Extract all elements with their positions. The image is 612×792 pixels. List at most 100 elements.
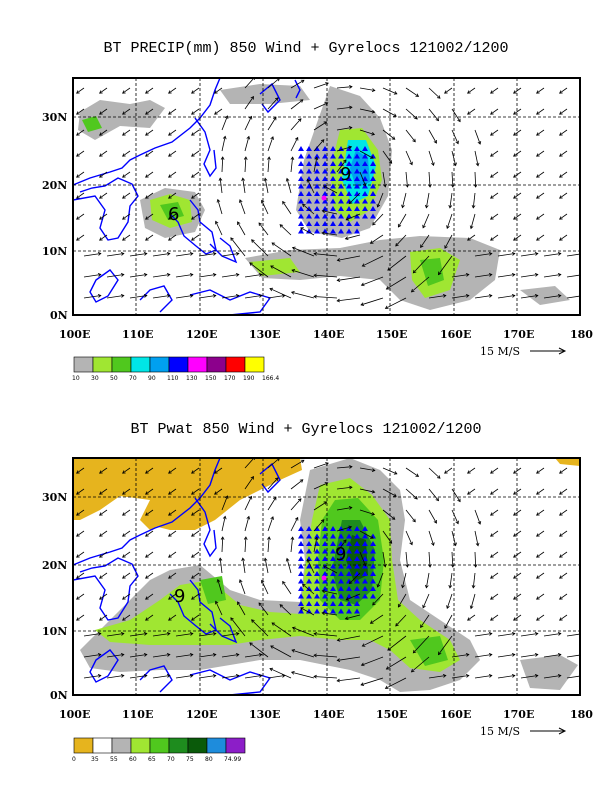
gyre-triangle	[330, 586, 336, 591]
wind-vector	[302, 203, 315, 215]
wind-vector	[377, 192, 384, 208]
wind-vector	[221, 274, 239, 278]
wind-vector	[559, 551, 568, 558]
gyre-triangle	[346, 548, 352, 554]
wind-vector	[385, 297, 407, 309]
wind-vector	[513, 572, 522, 579]
wind-vector	[513, 108, 522, 115]
wind-vector	[359, 108, 375, 113]
legend-label: 75	[186, 756, 194, 763]
wind-vector	[543, 675, 561, 679]
gyre-triangle	[314, 206, 320, 211]
legend-label: 170	[224, 375, 236, 382]
wind-vector	[175, 675, 193, 679]
wind-vector	[359, 150, 374, 159]
gyre-triangle	[306, 578, 312, 584]
wind-vector	[122, 87, 131, 94]
wind-vector	[290, 99, 304, 110]
top-gyre-triangles	[298, 146, 376, 234]
wind-vector	[290, 137, 299, 152]
gyre-triangle	[338, 213, 344, 219]
wind-vector	[386, 656, 407, 670]
wind-vector	[451, 295, 469, 299]
wind-vector	[382, 509, 396, 520]
wind-vector	[543, 654, 561, 658]
gyre-triangle	[338, 563, 344, 569]
legend-swatch	[149, 356, 170, 373]
wind-vector	[244, 136, 250, 152]
wind-vector	[313, 102, 328, 110]
wind-vector	[217, 199, 223, 215]
wind-vector	[382, 171, 386, 187]
wind-vector	[83, 253, 101, 257]
gyre-triangle	[354, 541, 360, 546]
gyre-triangle	[354, 146, 360, 151]
legend-swatch	[73, 737, 94, 754]
wind-vector	[99, 108, 108, 115]
wind-vector	[106, 633, 124, 637]
gyre-triangle	[306, 548, 312, 554]
gyre-triangle	[354, 228, 360, 234]
wind-vector	[382, 488, 397, 497]
wind-vector	[422, 593, 430, 608]
wind-vector	[168, 108, 177, 115]
legend-label: 65	[148, 756, 156, 763]
wind-vector	[99, 150, 108, 157]
wind-vector	[290, 498, 302, 511]
wind-vector	[215, 601, 223, 616]
wind-vector	[444, 614, 453, 629]
gyre-triangle	[362, 578, 368, 584]
wind-vector	[345, 234, 361, 240]
wind-vector	[76, 572, 85, 579]
wind-vector	[536, 551, 545, 558]
wind-vector	[513, 530, 522, 537]
top-lon-tick: 160E	[440, 328, 471, 341]
bottom-ref-vector-label: 15 M/S	[480, 725, 520, 738]
wind-vector	[291, 671, 315, 679]
gyre-triangle	[306, 161, 312, 166]
wind-vector	[372, 593, 384, 606]
wind-vector	[398, 213, 407, 228]
gyre-triangle	[354, 586, 360, 591]
top-lat-tick: 10N	[42, 245, 67, 258]
wind-vector	[395, 234, 407, 247]
wind-vector	[467, 108, 476, 115]
gyre-triangle	[346, 526, 352, 531]
bottom-wind-vectors	[76, 458, 580, 690]
wind-vector	[251, 619, 269, 637]
wind-vector	[152, 633, 170, 637]
wind-vector	[191, 129, 200, 136]
gyre-triangle	[338, 593, 344, 599]
wind-vector	[168, 87, 177, 94]
top-gridlines	[73, 78, 580, 315]
wind-vector	[286, 558, 292, 574]
wind-vector	[428, 488, 439, 501]
wind-vector	[382, 530, 393, 544]
gyre-triangle	[354, 526, 360, 531]
top-lon-tick: 110E	[122, 328, 153, 341]
wind-vector	[145, 530, 154, 537]
gyre-triangle	[338, 191, 344, 196]
gyre-triangle	[346, 153, 352, 159]
wind-vector	[497, 654, 515, 658]
wind-vector	[290, 479, 304, 490]
wind-vector	[536, 593, 545, 600]
wind-vector	[267, 477, 279, 490]
wind-vector	[513, 509, 522, 516]
wind-vector	[106, 253, 124, 257]
wind-vector	[428, 87, 441, 99]
wind-vector	[336, 86, 352, 89]
wind-vector	[490, 572, 499, 579]
wind-vector	[168, 171, 177, 178]
wind-vector	[244, 654, 262, 658]
wind-vector	[122, 213, 131, 220]
top-lat-tick: 20N	[42, 179, 67, 192]
legend-swatch	[92, 356, 113, 373]
wind-vector	[513, 551, 522, 558]
gyre-triangle	[314, 533, 320, 539]
legend-swatch	[168, 356, 189, 373]
legend-label: 190	[243, 375, 255, 382]
gyre-triangle	[338, 153, 344, 159]
gyre-triangle	[370, 183, 376, 189]
legend-swatch	[206, 356, 227, 373]
